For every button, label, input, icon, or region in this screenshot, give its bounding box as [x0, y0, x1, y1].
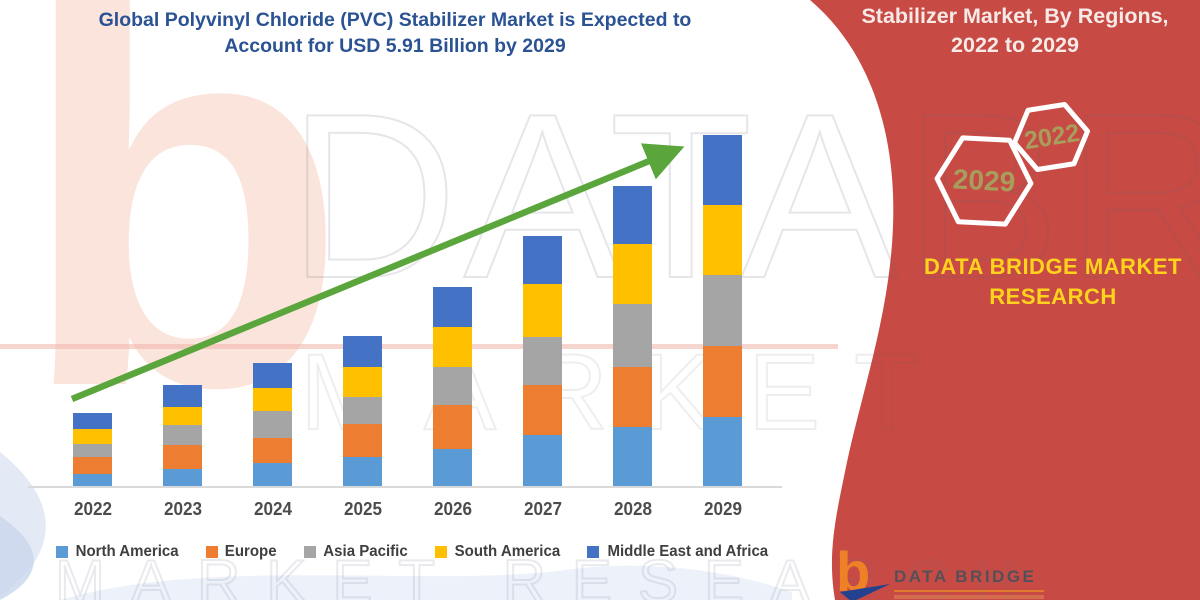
bar-segment-2028-europe	[613, 366, 652, 427]
logo-subtext-cut	[894, 595, 1044, 599]
company-logo: b DATA BRIDGE	[832, 544, 1162, 600]
bar-segment-2026-south-america	[433, 326, 472, 368]
bar-segment-2026-asia-pacific	[433, 367, 472, 406]
legend-label: North America	[75, 543, 179, 560]
legend-label: Middle East and Africa	[607, 543, 769, 560]
chart-title-line2: Account for USD 5.91 Billion by 2029	[224, 35, 566, 57]
legend-swatch-icon	[434, 546, 447, 558]
right-panel-heading-line2: 2022 to 2029	[951, 33, 1079, 57]
bar-segment-2023-north-america	[163, 468, 202, 487]
legend-item-asia-pacific: Asia Pacific	[303, 543, 409, 561]
bar-segment-2028-south-america	[613, 243, 652, 305]
x-axis-label-2022: 2022	[73, 499, 112, 519]
watermark-horizontal-stripe	[0, 344, 838, 349]
x-axis-label-2027: 2027	[523, 499, 562, 519]
bar-segment-2028-north-america	[613, 426, 652, 487]
bar-segment-2024-middle-east-and-africa	[253, 362, 292, 388]
bar-segment-2029-europe	[703, 346, 742, 417]
bar-segment-2025-middle-east-and-africa	[343, 336, 382, 368]
hexagon-decoration	[934, 101, 1091, 227]
right-panel-heading-line1: Stabilizer Market, By Regions,	[861, 4, 1169, 28]
hexagon-2029-icon	[934, 135, 1034, 227]
bar-segment-2024-south-america	[253, 387, 292, 411]
legend-swatch-icon	[303, 546, 316, 558]
chart-legend: North America Europe Asia Pacific South Ame…	[56, 543, 771, 561]
x-axis-label-2029: 2029	[703, 499, 742, 519]
x-axis-label-2026: 2026	[433, 499, 472, 519]
bar-segment-2027-asia-pacific	[523, 336, 562, 386]
brand-text: DATA BRIDGE MARKET RESEARCH	[920, 252, 1186, 312]
bar-segment-2028-middle-east-and-africa	[613, 185, 652, 244]
brand-text-line2: RESEARCH	[989, 284, 1117, 309]
bar-segment-2025-south-america	[343, 367, 382, 398]
legend-label: Asia Pacific	[322, 543, 408, 560]
bar-segment-2022-europe	[73, 457, 112, 474]
chart-title: Global Polyvinyl Chloride (PVC) Stabiliz…	[30, 7, 760, 59]
legend-item-south-america: South America	[434, 543, 562, 561]
bar-segment-2025-north-america	[343, 457, 382, 487]
bar-segment-2028-asia-pacific	[613, 304, 652, 367]
legend-swatch-icon	[587, 546, 600, 558]
bar-segment-2023-asia-pacific	[163, 425, 202, 446]
bar-segment-2024-north-america	[253, 462, 292, 487]
legend-swatch-icon	[56, 546, 68, 558]
legend-item-middle-east-and-africa: Middle East and Africa	[587, 543, 771, 561]
trend-arrow	[70, 143, 685, 403]
chart-title-line1: Global Polyvinyl Chloride (PVC) Stabiliz…	[98, 9, 692, 31]
x-axis-label-2024: 2024	[253, 499, 292, 519]
bar-segment-2024-europe	[253, 437, 292, 463]
hexagon-2022-icon	[1011, 101, 1091, 173]
hexagon-year-2029: 2029	[952, 163, 1016, 198]
x-axis-line	[28, 486, 782, 488]
bar-segment-2025-europe	[343, 423, 382, 458]
x-axis-label-2028: 2028	[613, 499, 652, 519]
x-axis-label-2025: 2025	[343, 499, 382, 519]
bar-segment-2025-asia-pacific	[343, 397, 382, 424]
bar-segment-2022-north-america	[73, 473, 112, 487]
logo-wordmark: DATA BRIDGE	[894, 567, 1037, 586]
x-axis-label-2023: 2023	[163, 499, 202, 519]
stacked-bar-chart: 2022 2023 2024 2025 2026 2027 2028 2029	[73, 135, 742, 519]
right-panel-heading: Stabilizer Market, By Regions, 2022 to 2…	[850, 2, 1180, 60]
watermark-text-row2: MARKET	[299, 337, 954, 447]
bar-segment-2023-south-america	[163, 407, 202, 426]
legend-item-europe: Europe	[206, 543, 277, 561]
legend-item-north-america: North America	[56, 543, 180, 561]
bar-segment-2029-middle-east-and-africa	[703, 135, 742, 205]
legend-swatch-icon	[206, 546, 219, 558]
brand-text-line1: DATA BRIDGE MARKET	[924, 254, 1182, 279]
bar-segment-2029-asia-pacific	[703, 274, 742, 347]
bar-segment-2023-europe	[163, 445, 202, 469]
bar-segment-2022-middle-east-and-africa	[73, 412, 112, 430]
bar-segment-2024-asia-pacific	[253, 410, 292, 438]
bar-segment-2026-middle-east-and-africa	[433, 286, 472, 327]
bar-segment-2027-south-america	[523, 283, 562, 337]
bar-segment-2029-south-america	[703, 204, 742, 275]
legend-label: South America	[454, 543, 560, 560]
logo-swoosh-icon	[840, 584, 890, 600]
bar-segment-2026-north-america	[433, 448, 472, 487]
bar-segment-2026-europe	[433, 405, 472, 449]
bar-segment-2022-south-america	[73, 429, 112, 445]
bar-segment-2023-middle-east-and-africa	[163, 385, 202, 408]
bar-segment-2022-asia-pacific	[73, 444, 112, 458]
bar-segment-2027-middle-east-and-africa	[523, 235, 562, 284]
legend-label: Europe	[225, 543, 277, 560]
bar-segment-2029-north-america	[703, 416, 742, 487]
bar-segment-2027-europe	[523, 385, 562, 436]
logo-underline	[894, 590, 1044, 592]
bar-segment-2027-north-america	[523, 435, 562, 487]
